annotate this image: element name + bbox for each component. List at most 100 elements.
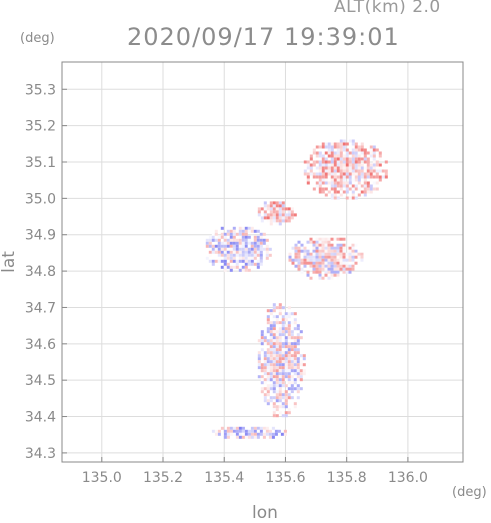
echo-cell (287, 363, 291, 367)
echo-cell (351, 190, 355, 194)
echo-cell (339, 139, 343, 143)
x-axis-label: lon (252, 503, 278, 523)
echo-cell (302, 369, 306, 373)
echo-cell (217, 235, 221, 239)
echo-cell (269, 330, 273, 334)
echo-cell (290, 327, 294, 331)
echo-cell (299, 354, 303, 358)
echo-cell (321, 267, 325, 271)
echo-cell (262, 429, 266, 433)
echo-cell (336, 196, 340, 200)
echo-cell (217, 253, 221, 257)
echo-cell (372, 145, 376, 149)
echo-cell (226, 265, 230, 269)
echo-cell (214, 247, 218, 251)
echo-cell (339, 264, 343, 268)
echo-cell (348, 246, 352, 250)
echo-cell (321, 142, 325, 146)
echo-cell (296, 324, 300, 328)
echo-cell (226, 432, 230, 436)
echo-cell (354, 196, 358, 200)
echo-cell (357, 154, 361, 158)
echo-cell (281, 381, 285, 385)
echo-cell (269, 369, 273, 373)
echo-cell (345, 166, 349, 170)
echo-cell (336, 243, 340, 247)
echo-cell (339, 252, 343, 256)
echo-cell (333, 237, 337, 241)
echo-cell (312, 187, 316, 191)
echo-cell (312, 172, 316, 176)
echo-cell (333, 246, 337, 250)
echo-cell (271, 432, 275, 436)
echo-cell (333, 249, 337, 253)
echo-cell (348, 196, 352, 200)
echo-cell (333, 258, 337, 262)
echo-cell (281, 360, 285, 364)
echo-cell (247, 238, 251, 242)
echo-cell (312, 264, 316, 268)
echo-cell (272, 306, 276, 310)
echo-cell (288, 255, 292, 259)
echo-cell (318, 246, 322, 250)
echo-cell (250, 435, 254, 439)
echo-cell (232, 229, 236, 233)
echo-cell (294, 264, 298, 268)
echo-cell (266, 354, 270, 358)
echo-cell (244, 435, 248, 439)
echo-cell (372, 151, 376, 155)
echo-cell (363, 181, 367, 185)
echo-cell (351, 154, 355, 158)
echo-cell (321, 160, 325, 164)
echo-cell (384, 169, 388, 173)
echo-cell (327, 240, 331, 244)
echo-cell (366, 169, 370, 173)
echo-cell (272, 345, 276, 349)
echo-cell (351, 255, 355, 259)
echo-cell (296, 384, 300, 388)
echo-cell (378, 151, 382, 155)
echo-cell (342, 270, 346, 274)
echo-cell (290, 396, 294, 400)
echo-cell (260, 207, 264, 211)
y-tick-label: 34.6 (25, 337, 56, 353)
echo-cell (318, 252, 322, 256)
echo-cell (369, 175, 373, 179)
echo-cell (217, 238, 221, 242)
echo-cell (309, 261, 313, 265)
echo-cell (272, 366, 276, 370)
echo-cell (278, 387, 282, 391)
echo-cell (315, 172, 319, 176)
echo-cell (360, 145, 364, 149)
echo-cell (378, 175, 382, 179)
echo-cell (291, 261, 295, 265)
echo-cell (284, 345, 288, 349)
echo-cell (275, 219, 279, 223)
echo-cell (247, 250, 251, 254)
echo-cell (266, 375, 270, 379)
echo-cell (260, 216, 264, 220)
echo-cell (296, 387, 300, 391)
echo-cell (330, 261, 334, 265)
echo-cell (262, 238, 266, 242)
echo-cell (318, 264, 322, 268)
echo-cell (293, 363, 297, 367)
echo-cell (256, 432, 260, 436)
echo-cell (327, 172, 331, 176)
echo-cell (290, 216, 294, 220)
echo-cell (293, 312, 297, 316)
echo-cell (257, 375, 261, 379)
echo-cell (223, 235, 227, 239)
echo-cell (366, 187, 370, 191)
echo-cell (269, 354, 273, 358)
echo-cell (274, 429, 278, 433)
echo-cell (348, 187, 352, 191)
echo-cell (235, 241, 239, 245)
echo-cell (263, 366, 267, 370)
echo-cell (265, 238, 269, 242)
echo-cell (266, 216, 270, 220)
echo-cell (315, 240, 319, 244)
echo-cell (257, 213, 261, 217)
echo-cell (312, 267, 316, 271)
echo-cell (339, 151, 343, 155)
